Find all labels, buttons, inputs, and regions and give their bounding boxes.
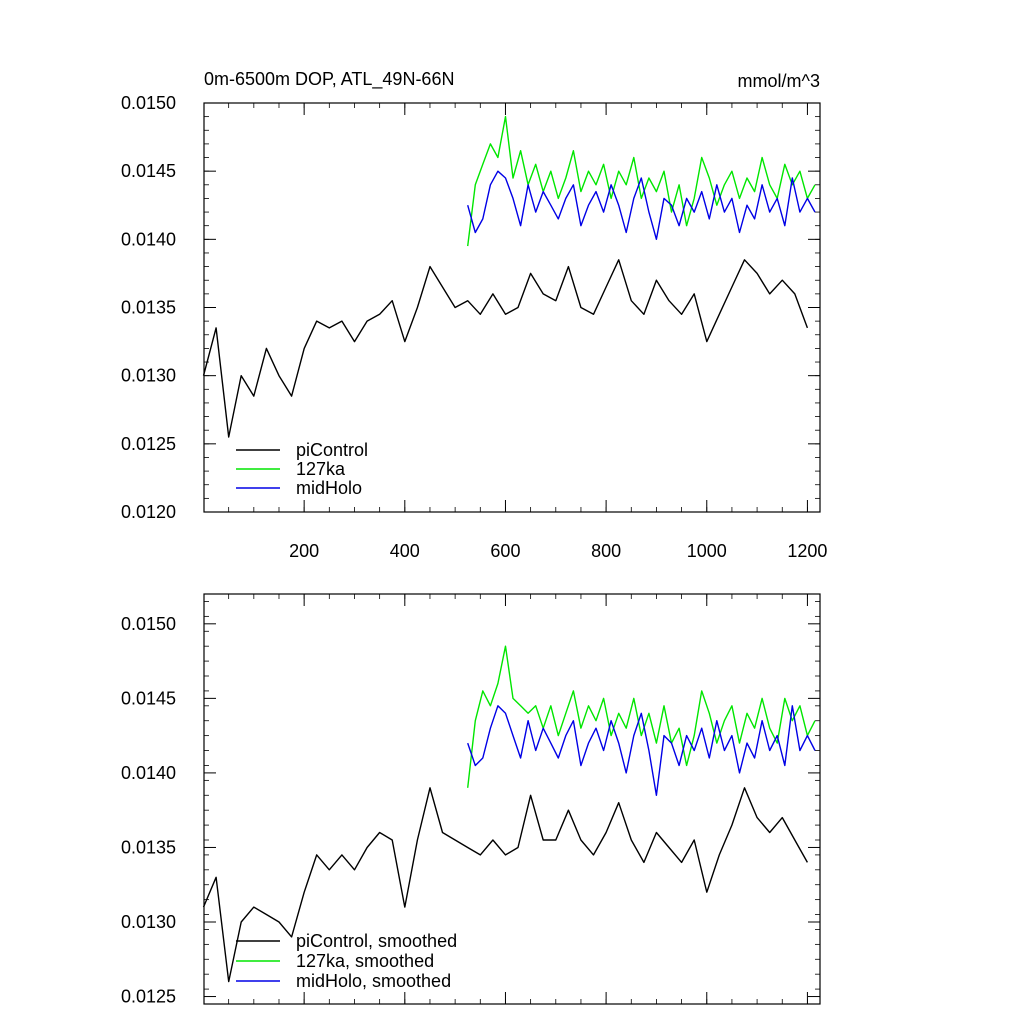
- units-label: mmol/m^3: [738, 71, 820, 91]
- x-tick-label-0-5: 1200: [787, 541, 827, 561]
- panel-top: 0m-6500m DOP, ATL_49N-66N mmol/m^3 0.012…: [121, 69, 828, 561]
- x-tick-label-0-1: 400: [390, 541, 420, 561]
- y-tick-label-1-5: 0.0150: [121, 614, 176, 634]
- series-line-0-2: [467, 170, 816, 241]
- plot-frame-1: [203, 593, 821, 1005]
- legend-label-1-0: piControl, smoothed: [296, 931, 457, 951]
- legend-label-1-2: midHolo, smoothed: [296, 971, 451, 991]
- x-tick-label-0-3: 800: [591, 541, 621, 561]
- legend-label-1-1: 127ka, smoothed: [296, 951, 434, 971]
- legend-label-0-0: piControl: [296, 440, 368, 460]
- y-tick-label-1-0: 0.0125: [121, 987, 176, 1007]
- y-tick-label-0-6: 0.0150: [121, 93, 176, 113]
- y-tick-label-1-1: 0.0130: [121, 912, 176, 932]
- legend-label-0-2: midHolo: [296, 478, 362, 498]
- x-tick-label-0-4: 1000: [687, 541, 727, 561]
- y-tick-label-1-4: 0.0145: [121, 688, 176, 708]
- y-tick-label-0-4: 0.0140: [121, 229, 176, 249]
- series-line-0-1: [467, 115, 816, 247]
- series-line-1-0: [202, 787, 809, 983]
- series-line-0-0: [202, 259, 809, 438]
- y-tick-label-0-2: 0.0130: [121, 366, 176, 386]
- y-tick-label-0-3: 0.0135: [121, 298, 176, 318]
- series-line-1-1: [467, 645, 816, 788]
- x-tick-label-0-0: 200: [289, 541, 319, 561]
- y-tick-label-0-1: 0.0125: [121, 434, 176, 454]
- y-tick-label-0-0: 0.0120: [121, 502, 176, 522]
- chart-title: 0m-6500m DOP, ATL_49N-66N: [204, 69, 454, 90]
- x-tick-label-0-2: 600: [490, 541, 520, 561]
- y-tick-label-1-2: 0.0135: [121, 837, 176, 857]
- legend-label-0-1: 127ka: [296, 459, 346, 479]
- series-line-1-2: [467, 705, 816, 796]
- panel-bottom: 0.0125 0.0130 0.0135 0.0140 0.0145 0.0150 piCo…: [121, 593, 821, 1007]
- y-tick-label-0-5: 0.0145: [121, 161, 176, 181]
- y-tick-label-1-3: 0.0140: [121, 763, 176, 783]
